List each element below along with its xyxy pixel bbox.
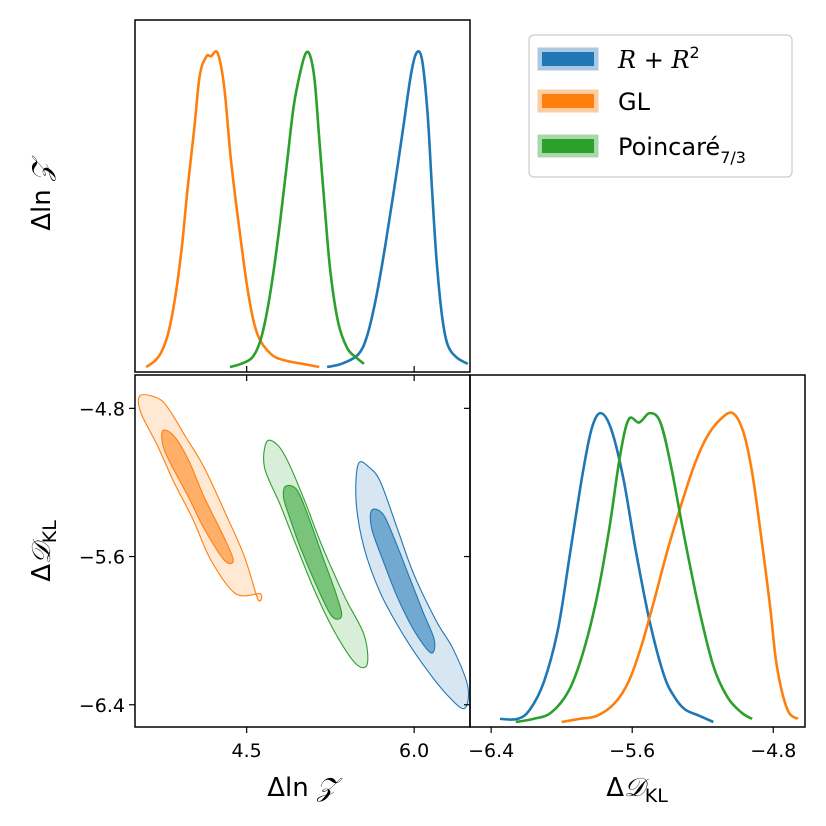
x-tick-label-lnZ: 4.5 xyxy=(232,740,262,762)
axis-ticks: 4.5 6.0 −6.4 −5.6 −4.8 −6.4 −5.6 −4.8 xyxy=(79,366,796,762)
legend-entry-GL: GL xyxy=(537,88,651,116)
panel-bottom-right-frame xyxy=(469,374,806,728)
y-tick-label-KL: −6.4 xyxy=(79,695,125,717)
y-label-top: Δln 𝒵 xyxy=(27,155,57,231)
legend-Poincare-main: Poincaré xyxy=(618,133,720,161)
KL-marginal-panel xyxy=(499,411,799,724)
legend: R + R2 GL Poincaré7/3 xyxy=(528,34,793,178)
x-label-right-sub: KL xyxy=(645,785,668,807)
x-tick-label-lnZ: 6.0 xyxy=(399,740,429,762)
lnZ-density-Poincare xyxy=(229,50,365,369)
x-label-left-ln: ln xyxy=(285,773,317,803)
legend-Poincare-sub: 7/3 xyxy=(720,148,746,167)
lnZ-density-RR2 xyxy=(326,50,469,369)
x-label-left: Δln 𝒵 xyxy=(267,773,343,803)
y-label-top-symbol: 𝒵 xyxy=(27,155,57,182)
legend-RR2-sup: 2 xyxy=(690,43,700,62)
legend-label-GL: GL xyxy=(618,88,651,116)
y-tick-label-KL: −4.8 xyxy=(79,398,125,420)
legend-label-RR2: R + R2 xyxy=(617,43,700,74)
y-label-top-delta: Δ xyxy=(27,213,57,231)
contour-inner-RR2 xyxy=(369,508,436,654)
legend-RR2-R: R xyxy=(617,46,636,74)
y-tick-label-KL: −5.6 xyxy=(79,547,125,569)
x-label-left-delta: Δ xyxy=(267,773,285,803)
x-label-left-symbol: 𝒵 xyxy=(316,773,343,803)
legend-swatch-RR2-inner xyxy=(542,52,594,66)
lnZ-marginal-panel xyxy=(145,50,469,369)
legend-label-Poincare: Poincaré7/3 xyxy=(618,133,746,167)
x-tick-label-KL: −4.8 xyxy=(750,740,796,762)
legend-swatch-Poincare-inner xyxy=(542,139,594,153)
lnZ-density-GL xyxy=(145,50,320,369)
legend-RR2-plus: + xyxy=(636,46,671,74)
legend-swatch-GL-inner xyxy=(542,94,594,108)
KL-density-Poincare xyxy=(515,411,753,724)
y-label-top-ln: ln xyxy=(27,181,57,213)
panel-top-left-frame xyxy=(134,19,471,373)
legend-entry-RR2: R + R2 xyxy=(537,43,700,74)
x-tick-label-KL: −6.4 xyxy=(468,740,514,762)
legend-entry-Poincare: Poincaré7/3 xyxy=(537,133,746,167)
y-label-bottom-sub: KL xyxy=(39,520,61,543)
joint-contour-panel xyxy=(137,394,470,710)
contour-inner-GL xyxy=(161,429,234,565)
KL-density-GL xyxy=(561,411,799,724)
contour-inner-Poincare xyxy=(282,484,343,620)
x-label-right: Δ𝒟KL xyxy=(606,773,668,807)
KL-density-RR2 xyxy=(499,411,714,724)
y-label-bottom: Δ𝒟KL xyxy=(27,520,61,582)
legend-RR2-R2: R xyxy=(670,46,689,74)
y-label-bottom-delta: Δ xyxy=(27,564,57,582)
x-tick-label-KL: −5.6 xyxy=(609,740,655,762)
x-label-right-delta: Δ xyxy=(606,773,624,803)
